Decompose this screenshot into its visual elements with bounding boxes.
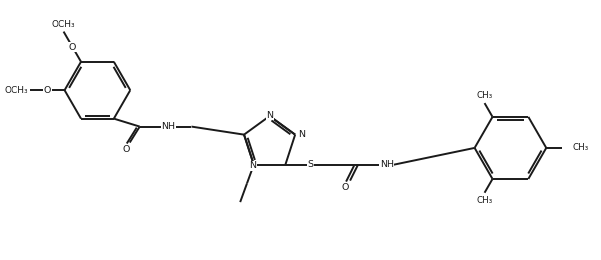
Text: O: O [122,145,129,154]
Text: O: O [44,86,51,95]
Text: OCH₃: OCH₃ [4,86,28,95]
Text: NH: NH [380,160,394,169]
Text: O: O [69,43,76,51]
Text: N: N [249,161,256,170]
Text: O: O [341,183,349,192]
Text: N: N [266,110,273,120]
Text: OCH₃: OCH₃ [52,20,75,29]
Text: CH₃: CH₃ [477,91,493,100]
Text: CH₃: CH₃ [572,144,588,152]
Text: CH₃: CH₃ [477,196,493,205]
Text: S: S [307,160,313,169]
Text: NH: NH [162,122,175,131]
Text: N: N [298,130,305,139]
